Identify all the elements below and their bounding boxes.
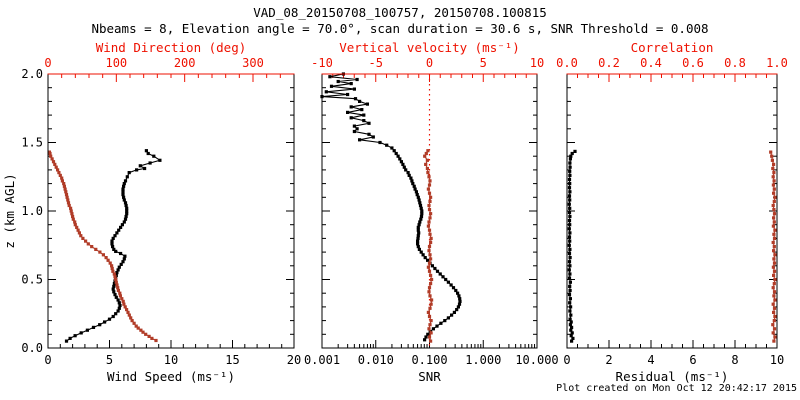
bottom-axis: 0.001 0.010 0.100 1.000 10.000 SNR <box>304 340 559 384</box>
plot-footer: Plot created on Mon Oct 12 20:42:17 2015 <box>556 383 797 394</box>
y-ticks <box>567 73 777 349</box>
series-residual <box>567 149 577 343</box>
panel-snr-velocity: 0.001 0.010 0.100 1.000 10.000 SNR -10 -5 0 5 10 Ve… <box>304 40 559 384</box>
bottom-axis: 0 5 10 15 20 Wind Speed (ms⁻¹) <box>44 340 301 384</box>
panel-frame <box>321 73 538 349</box>
x-tick-label: 20 <box>287 353 301 367</box>
series-snr <box>320 72 462 342</box>
bottom-axis-title: Wind Speed (ms⁻¹) <box>107 369 235 384</box>
top-tick-label: 300 <box>242 56 264 70</box>
plot-subtitle: Nbeams = 8, Elevation angle = 70.0°, sca… <box>91 21 708 36</box>
y-ticks <box>48 73 294 349</box>
top-tick-label: 5 <box>480 56 487 70</box>
top-tick-label: 0.6 <box>682 56 704 70</box>
top-tick-label: 1.0 <box>766 56 788 70</box>
x-tick-label: 15 <box>225 353 239 367</box>
x-tick-label: 8 <box>731 353 738 367</box>
series-vertical-velocity <box>423 149 434 343</box>
top-tick-label: 100 <box>105 56 127 70</box>
top-tick-label: 0.4 <box>640 56 662 70</box>
x-tick-label: 0.100 <box>411 353 447 367</box>
top-tick-label: 0.8 <box>724 56 746 70</box>
top-tick-label: 0.2 <box>598 56 620 70</box>
y-tick-label: 0.0 <box>21 341 43 355</box>
series-correlation <box>769 150 777 343</box>
top-tick-label: -10 <box>311 56 333 70</box>
series-wind-direction <box>47 150 158 343</box>
panel-frame <box>47 73 295 349</box>
top-tick-label: -5 <box>369 56 383 70</box>
plot-title: VAD_08_20150708_100757, 20150708.100815 <box>253 5 547 20</box>
bottom-axis-title: SNR <box>418 369 441 384</box>
top-tick-label: 0.0 <box>556 56 578 70</box>
x-tick-label: 10 <box>770 353 784 367</box>
bottom-axis: 0 2 4 6 8 10 Residual (ms⁻¹) <box>563 340 784 384</box>
x-tick-label: 0.001 <box>304 353 340 367</box>
x-tick-label: 4 <box>647 353 654 367</box>
top-axis-title: Vertical velocity (ms⁻¹) <box>339 40 520 55</box>
y-axis-label: z (km AGL) <box>2 173 17 248</box>
x-tick-label: 2 <box>605 353 612 367</box>
top-tick-label: 200 <box>174 56 196 70</box>
x-tick-label: 0 <box>563 353 570 367</box>
top-tick-label: 0 <box>426 56 433 70</box>
top-tick-label: 0 <box>44 56 51 70</box>
y-tick-label: 2.0 <box>21 67 43 81</box>
top-axis-title: Correlation <box>631 40 714 55</box>
y-tick-label: 0.5 <box>21 273 43 287</box>
x-tick-label: 6 <box>689 353 696 367</box>
x-tick-label: 0.010 <box>358 353 394 367</box>
x-tick-label: 10.000 <box>515 353 558 367</box>
panel-residual-correlation: 0 2 4 6 8 10 Residual (ms⁻¹) 0.0 0.2 0.4 0.6 0.8 1.0… <box>556 40 788 384</box>
top-axis: 0.0 0.2 0.4 0.6 0.8 1.0 Correlation <box>556 40 788 82</box>
top-tick-label: 10 <box>530 56 544 70</box>
top-axis: -10 -5 0 5 10 Vertical velocity (ms⁻¹) <box>311 40 544 82</box>
x-tick-label: 5 <box>106 353 113 367</box>
x-tick-label: 0 <box>44 353 51 367</box>
y-tick-label: 1.5 <box>21 136 43 150</box>
panel-frame <box>566 73 778 349</box>
y-tick-labels: 0.0 0.5 1.0 1.5 2.0 <box>21 67 43 355</box>
bottom-axis-title: Residual (ms⁻¹) <box>616 369 729 384</box>
x-tick-label: 10 <box>164 353 178 367</box>
series-wind-speed <box>64 149 162 343</box>
y-tick-label: 1.0 <box>21 204 43 218</box>
x-tick-label: 1.000 <box>465 353 501 367</box>
top-axis-title: Wind Direction (deg) <box>96 40 247 55</box>
